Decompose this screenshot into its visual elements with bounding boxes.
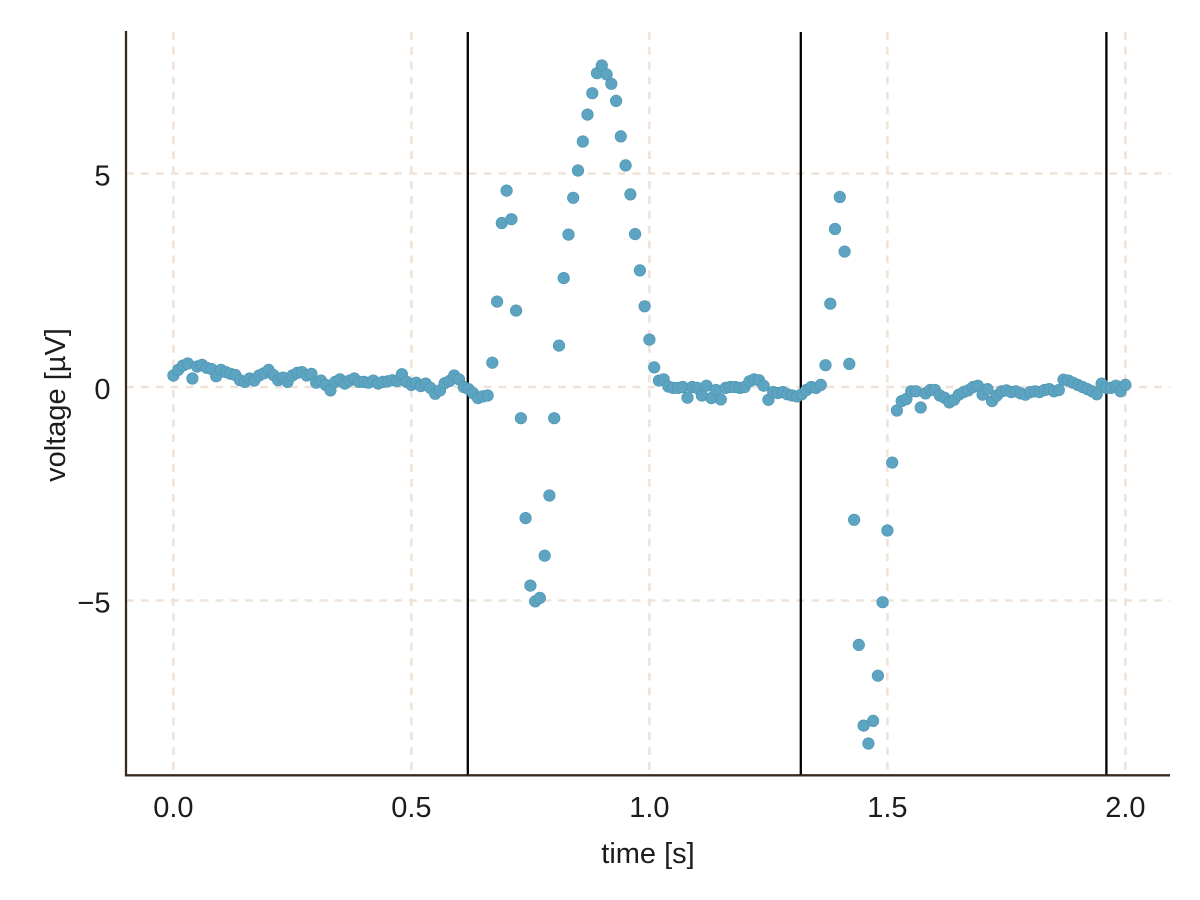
svg-text:time [s]: time [s] [601, 838, 694, 870]
svg-text:1.5: 1.5 [867, 792, 907, 824]
svg-text:−5: −5 [77, 588, 110, 620]
svg-text:0.0: 0.0 [153, 792, 193, 824]
svg-text:5: 5 [94, 161, 110, 193]
svg-text:0: 0 [94, 374, 110, 406]
svg-text:voltage [µV]: voltage [µV] [40, 328, 72, 482]
svg-text:1.0: 1.0 [629, 792, 669, 824]
svg-text:0.5: 0.5 [391, 792, 431, 824]
svg-text:2.0: 2.0 [1105, 792, 1145, 824]
